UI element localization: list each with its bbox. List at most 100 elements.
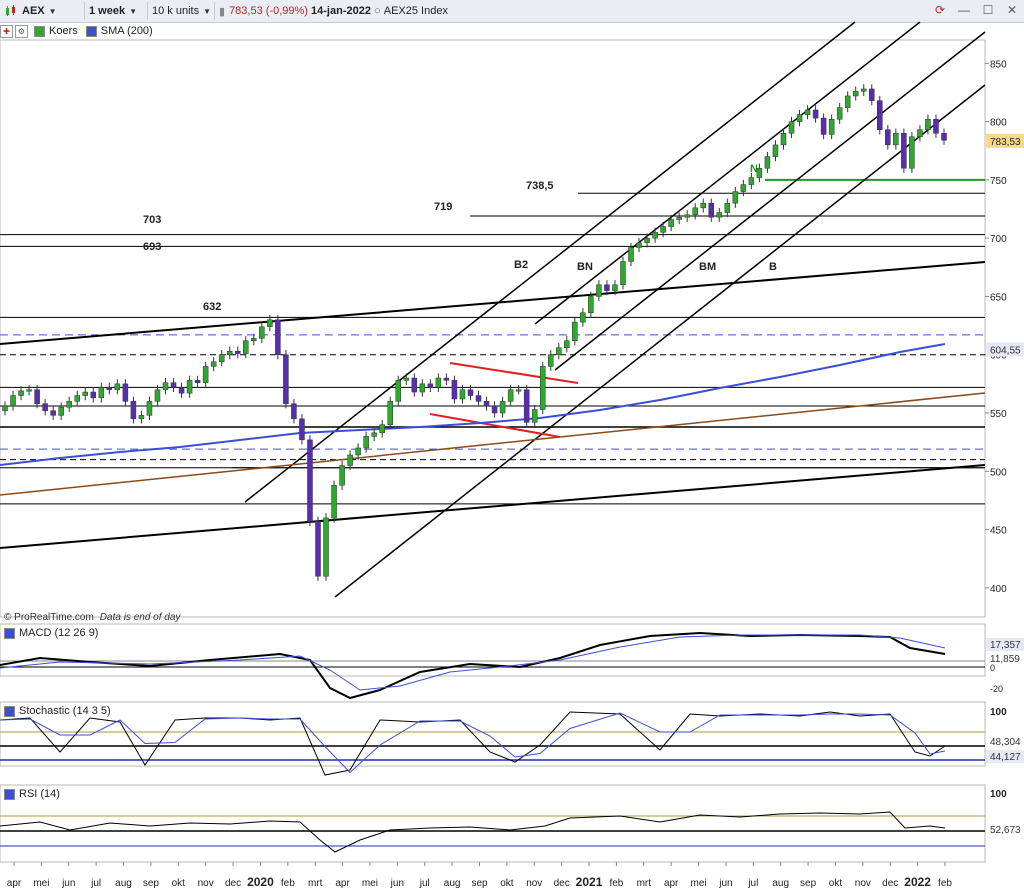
- candle: [194, 380, 201, 383]
- candle: [788, 121, 795, 134]
- legend-sma-label: SMA (200): [100, 25, 153, 37]
- level-label-2: 693: [143, 241, 161, 253]
- candle: [411, 377, 418, 393]
- candle: [901, 133, 907, 169]
- candle: [917, 129, 923, 137]
- rsi-value: 52,673: [990, 825, 1021, 836]
- current-price-tag: [986, 133, 1024, 148]
- level-label-3: 719: [434, 201, 452, 213]
- candle: [772, 144, 779, 157]
- candle: [90, 391, 97, 399]
- red-trend-line-lower: [429, 413, 561, 438]
- candle: [652, 232, 658, 239]
- candle: [684, 214, 690, 218]
- stochastic-title: Stochastic (14 3 5): [19, 705, 111, 717]
- interval-selector[interactable]: 1 week ▼: [85, 2, 148, 20]
- settings-icon[interactable]: ⚙: [15, 24, 28, 38]
- candle: [170, 382, 177, 388]
- credit-source: © ProRealTime.com: [4, 612, 94, 623]
- candle: [339, 465, 345, 486]
- candle: [828, 119, 835, 135]
- x-tick-30: okt: [829, 878, 843, 889]
- annotation-0: B2: [514, 259, 528, 271]
- macd-value-1: 17,357: [990, 640, 1021, 651]
- candle: [812, 109, 819, 119]
- price-y-tick-2: 500: [990, 467, 1007, 478]
- rsi-panel-label[interactable]: RSI (14): [4, 788, 60, 800]
- candle: [499, 401, 506, 414]
- candle: [941, 133, 947, 141]
- level-label-1: 703: [143, 214, 161, 226]
- chevron-down-icon: ▼: [203, 6, 212, 16]
- candle: [403, 377, 410, 381]
- candle: [226, 350, 233, 355]
- candle: [893, 133, 899, 146]
- candle: [716, 212, 723, 218]
- macd-swatch-icon: [4, 627, 15, 639]
- indicator-legend: ✚ ⚙ Koers SMA (200): [0, 23, 1024, 39]
- maximize-icon[interactable]: ☐: [982, 3, 994, 17]
- symbol-label: AEX: [22, 5, 45, 17]
- x-tick-3: jul: [90, 878, 101, 889]
- candle: [34, 389, 40, 404]
- quote-info: ▮ 783,53 (-0,99%) 14-jan-2022 ○ AEX25 In…: [215, 2, 452, 20]
- price-y-tick-0: 400: [990, 584, 1007, 595]
- x-tick-2: jun: [61, 878, 75, 889]
- last-price: 783,53: [229, 5, 263, 17]
- radio-icon: ○: [374, 5, 381, 17]
- x-tick-22: feb: [609, 878, 623, 889]
- candle: [933, 119, 939, 134]
- x-tick-31: nov: [855, 878, 871, 889]
- units-selector[interactable]: 10 k units ▼: [148, 2, 215, 20]
- minimize-icon[interactable]: —: [958, 3, 970, 17]
- candle: [114, 383, 121, 390]
- candle: [283, 354, 289, 404]
- level-label-4: 738,5: [526, 180, 554, 192]
- x-tick-6: okt: [172, 878, 186, 889]
- stochastic-swatch-icon: [4, 705, 15, 717]
- symbol-selector[interactable]: AEX ▼: [0, 2, 85, 20]
- price-y-tick-8: 800: [990, 118, 1007, 129]
- candle: [724, 202, 731, 213]
- candle: [387, 401, 393, 425]
- x-tick-27: jul: [747, 878, 758, 889]
- candle: [644, 237, 650, 244]
- candle: [820, 117, 827, 135]
- legend-sma[interactable]: SMA (200): [85, 25, 153, 37]
- macd-value-tag: [986, 638, 1024, 651]
- candle: [475, 395, 482, 402]
- rsi-line: [0, 811, 946, 853]
- x-tick-16: aug: [444, 878, 461, 889]
- candle: [355, 447, 361, 456]
- x-tick-32: dec: [882, 878, 898, 889]
- candle: [547, 354, 554, 367]
- sma-200-line: [0, 343, 946, 466]
- candle: [740, 184, 747, 192]
- add-indicator-icon[interactable]: ✚: [0, 24, 13, 38]
- level-label-0: 632: [203, 301, 221, 313]
- candle: [395, 380, 402, 402]
- candle: [202, 366, 209, 383]
- macd-panel-label[interactable]: MACD (12 26 9): [4, 627, 99, 639]
- sma-price-label: 604,55: [990, 345, 1021, 356]
- trend-line: [0, 464, 986, 549]
- price-y-tick-3: 550: [990, 409, 1007, 420]
- x-tick-19: nov: [526, 878, 542, 889]
- candle: [483, 401, 490, 407]
- sma-price-tag: [986, 342, 1024, 357]
- price-y-tick-4: 600: [990, 351, 1007, 362]
- stochastic-panel-label[interactable]: Stochastic (14 3 5): [4, 705, 111, 717]
- candle: [234, 350, 241, 354]
- x-tick-11: mrt: [308, 878, 323, 889]
- refresh-icon[interactable]: ⟳: [934, 3, 946, 17]
- candle: [299, 418, 305, 441]
- candle: [26, 389, 32, 392]
- chevron-down-icon: ▼: [129, 6, 138, 16]
- macd-title: MACD (12 26 9): [19, 627, 99, 639]
- close-icon[interactable]: ✕: [1006, 3, 1018, 17]
- legend-koers[interactable]: Koers: [34, 25, 78, 37]
- candle: [852, 91, 859, 97]
- candle: [178, 387, 185, 394]
- candle: [804, 109, 811, 115]
